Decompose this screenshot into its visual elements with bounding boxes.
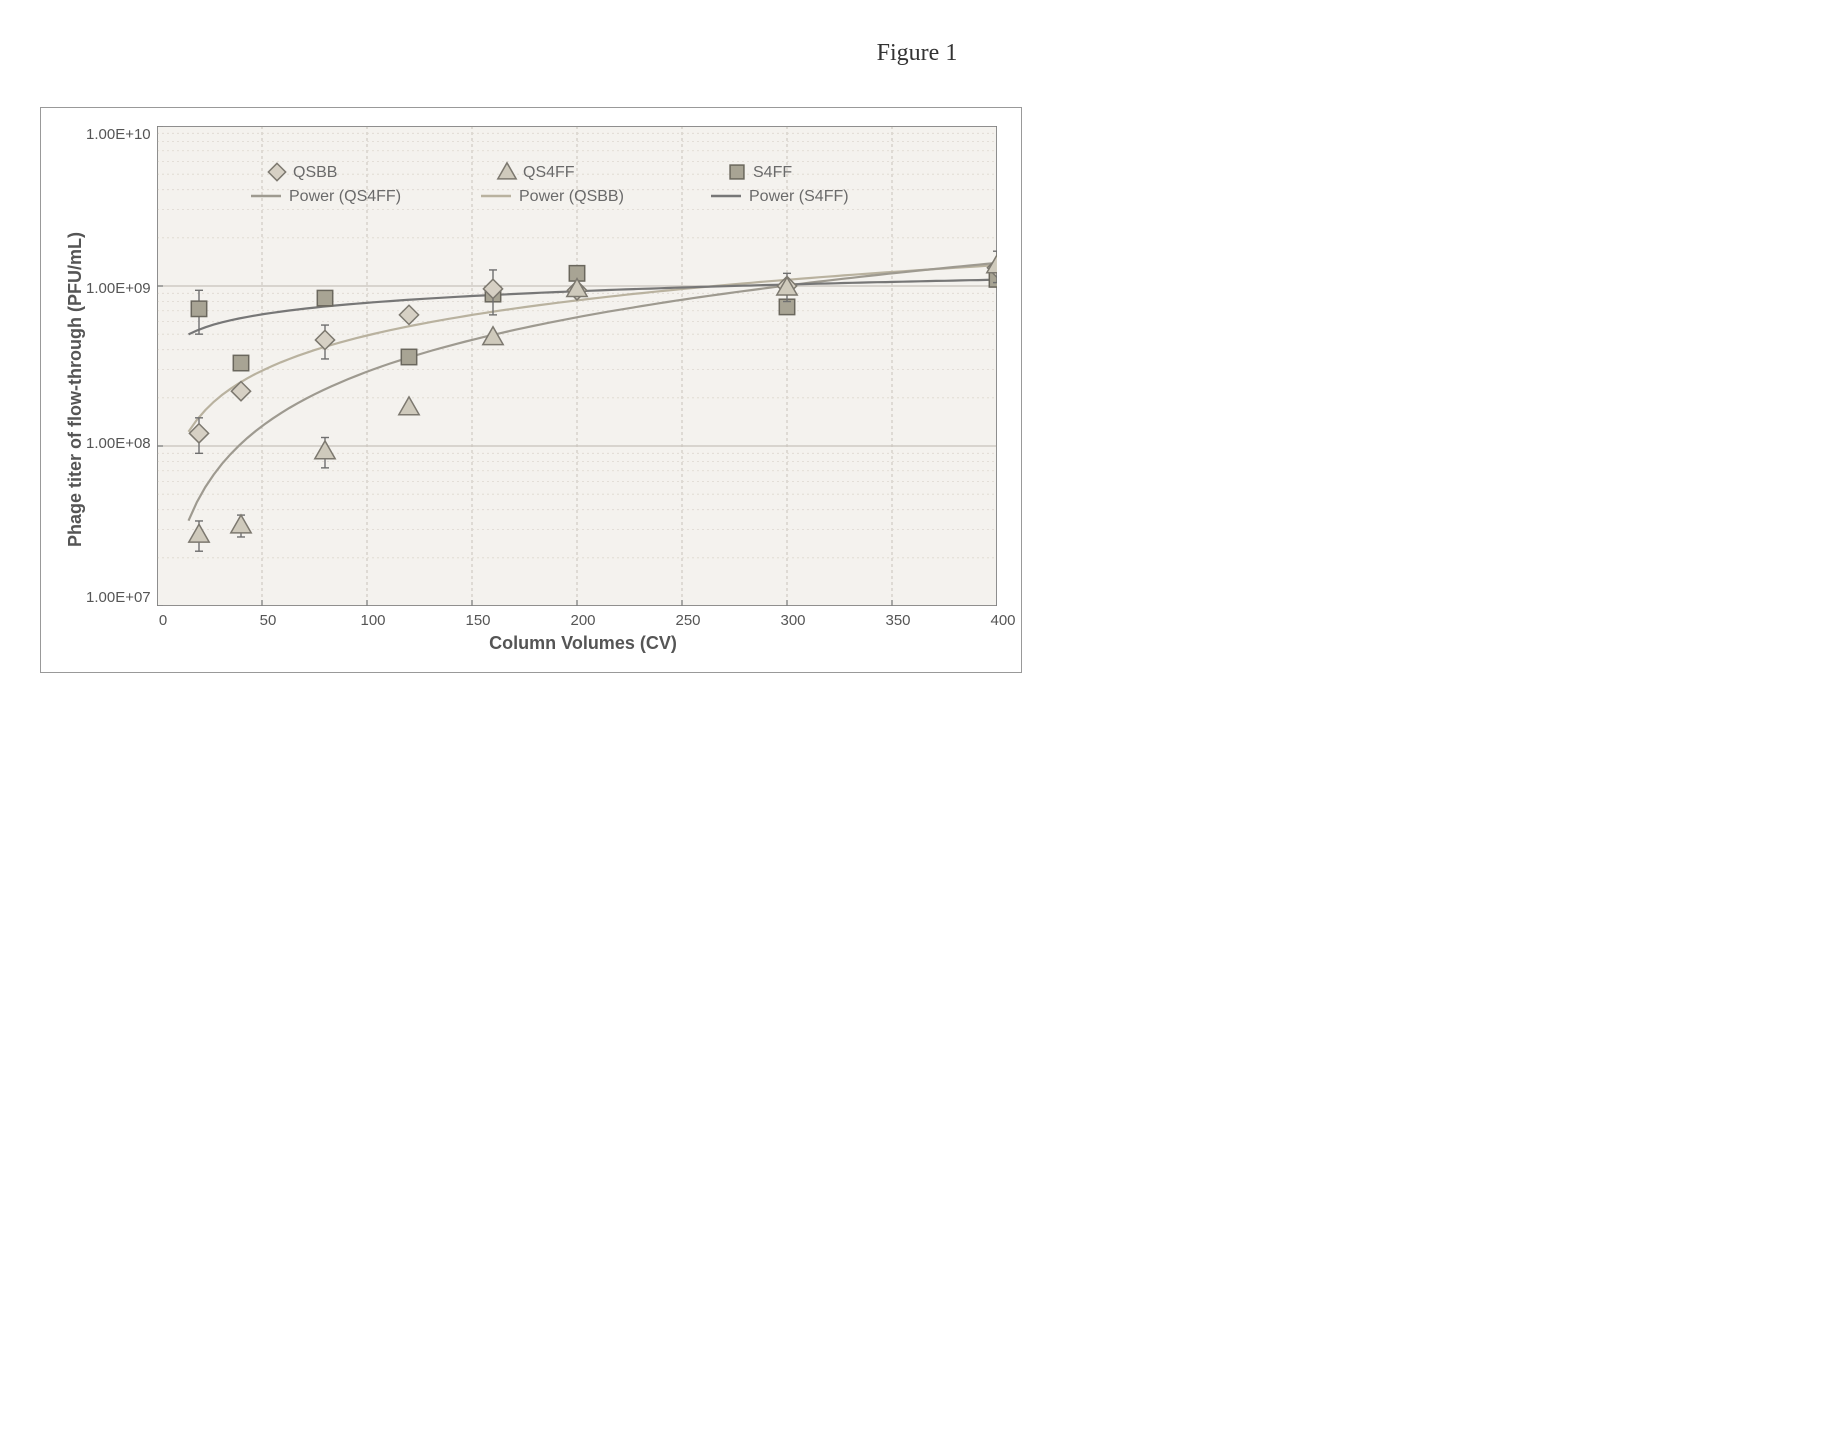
- svg-text:Power (QSBB): Power (QSBB): [519, 188, 624, 205]
- x-tick-labels: 050100150200250300350400: [163, 606, 1003, 629]
- figure-title: Figure 1: [40, 40, 1794, 67]
- svg-text:Power (QS4FF): Power (QS4FF): [289, 188, 401, 205]
- svg-text:Power (S4FF): Power (S4FF): [749, 188, 849, 205]
- plot-area: QSBB QS4FF S4FF Power (QS4FF) Power (QSBB) Po…: [157, 126, 997, 606]
- chart-container: Phage titer of flow-through (PFU/mL) 1.0…: [40, 107, 1022, 673]
- svg-text:QS4FF: QS4FF: [523, 164, 575, 181]
- y-tick-label: 1.00E+07: [86, 589, 151, 606]
- x-axis-label: Column Volumes (CV): [163, 629, 1003, 654]
- svg-text:S4FF: S4FF: [753, 164, 792, 181]
- y-tick-label: 1.00E+08: [86, 435, 151, 452]
- svg-text:QSBB: QSBB: [293, 164, 337, 181]
- y-tick-label: 1.00E+10: [86, 126, 151, 143]
- y-axis-label: Phage titer of flow-through (PFU/mL): [59, 126, 86, 654]
- y-tick-labels: 1.00E+10 1.00E+09 1.00E+08 1.00E+07: [86, 126, 157, 606]
- y-tick-label: 1.00E+09: [86, 280, 151, 297]
